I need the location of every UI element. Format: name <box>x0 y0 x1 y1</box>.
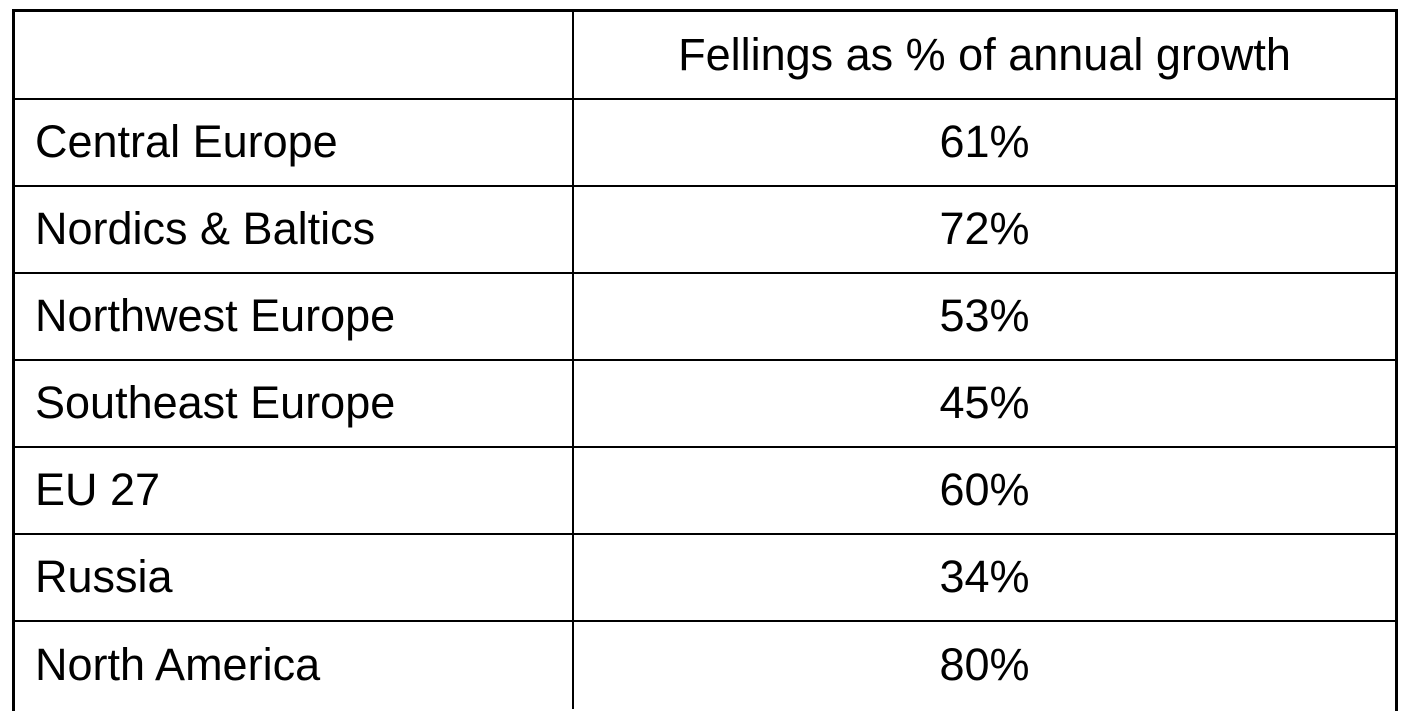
table-row: Russia 34% <box>15 533 1395 622</box>
table-row: Nordics & Baltics 72% <box>15 185 1395 274</box>
table: Fellings as % of annual growth Central E… <box>12 9 1398 711</box>
header-cell <box>15 12 574 98</box>
region-cell: Nordics & Baltics <box>15 185 574 272</box>
value-cell: 60% <box>939 463 1030 515</box>
table-row: Southeast Europe 45% <box>15 359 1395 448</box>
region-cell: Southeast Europe <box>15 359 574 446</box>
table-row: EU 27 60% <box>15 446 1395 535</box>
table-row: Northwest Europe 53% <box>15 272 1395 361</box>
region-cell: Northwest Europe <box>15 272 574 359</box>
value-cell: 72% <box>939 202 1030 254</box>
region-cell: Russia <box>15 533 574 620</box>
header-row: Fellings as % of annual growth <box>15 12 1395 100</box>
value-cell: 80% <box>939 638 1030 690</box>
value-cell: 45% <box>939 376 1030 428</box>
region-cell: EU 27 <box>15 446 574 533</box>
table-row: Central Europe 61% <box>15 98 1395 187</box>
header-cell: Fellings as % of annual growth <box>678 29 1291 80</box>
table-row: North America 80% <box>15 620 1395 709</box>
value-cell: 61% <box>939 115 1030 167</box>
region-cell: Central Europe <box>15 98 574 185</box>
value-cell: 53% <box>939 289 1030 341</box>
region-cell: North America <box>15 620 574 709</box>
value-cell: 34% <box>939 550 1030 602</box>
